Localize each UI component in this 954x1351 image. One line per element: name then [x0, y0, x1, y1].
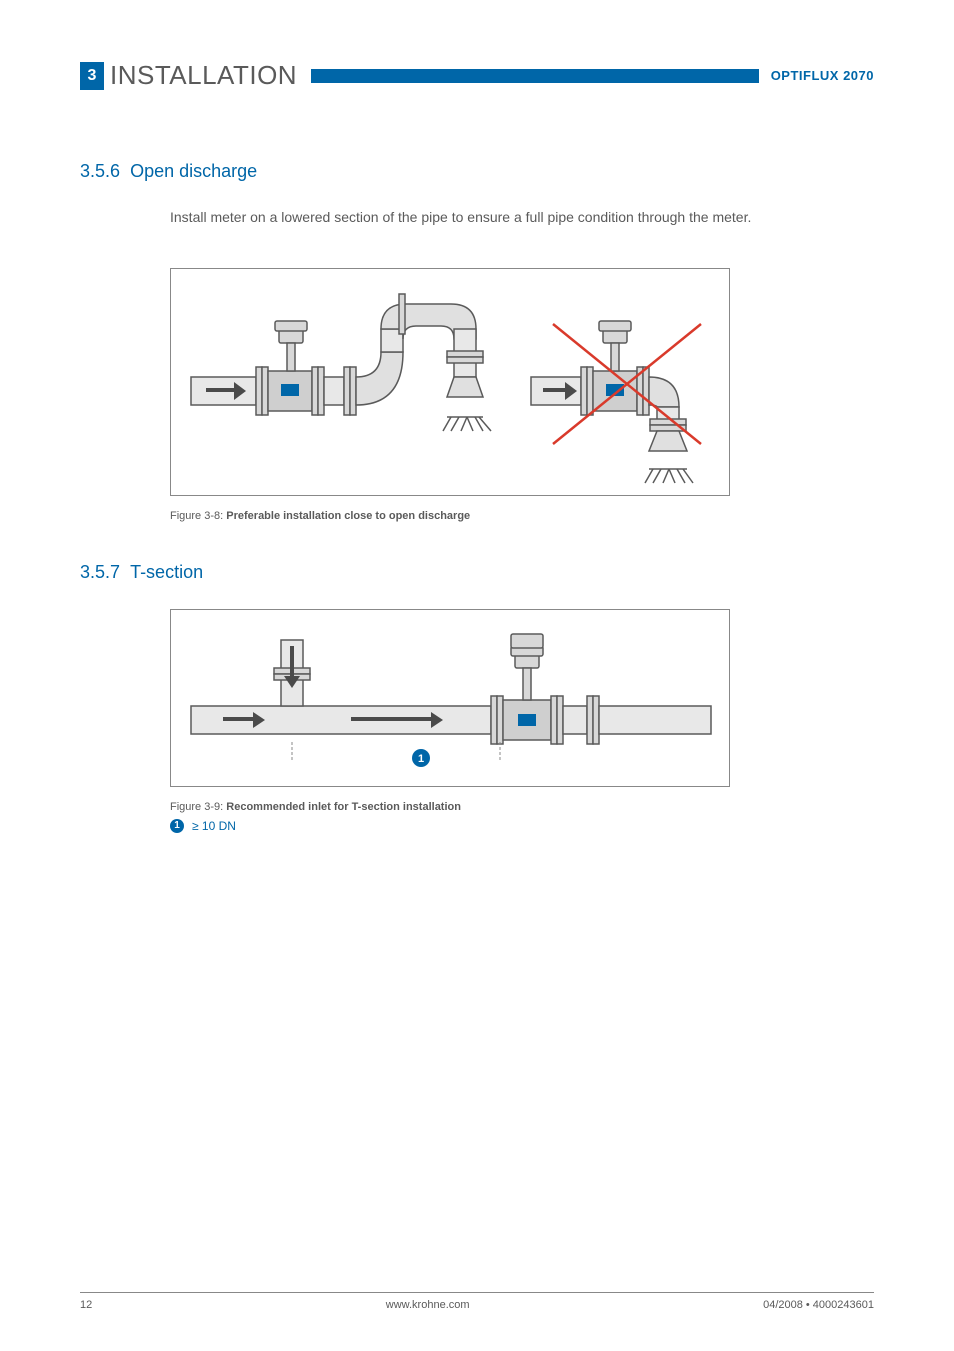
- product-name: OPTIFLUX 2070: [759, 68, 874, 83]
- section-heading: 3.5.7 T-section: [80, 562, 874, 583]
- legend-text: ≥ 10 DN: [192, 819, 236, 833]
- svg-text:1: 1: [418, 753, 424, 765]
- footer-docref: 04/2008 • 4000243601: [763, 1299, 874, 1311]
- chapter-number-box: 3: [80, 62, 104, 90]
- section-title: Open discharge: [130, 161, 257, 181]
- caption-prefix: Figure 3-8:: [170, 510, 223, 522]
- section-body: Install meter on a lowered section of th…: [170, 208, 874, 228]
- figure-caption: Figure 3-9: Recommended inlet for T-sect…: [170, 801, 874, 813]
- t-section-diagram: 1: [171, 610, 731, 788]
- page-footer: 12 www.krohne.com 04/2008 • 4000243601: [80, 1292, 874, 1311]
- section-t-section: 3.5.7 T-section: [80, 562, 874, 833]
- footer-url: www.krohne.com: [386, 1299, 470, 1311]
- section-number: 3.5.7: [80, 562, 120, 582]
- header-rule: [311, 69, 759, 83]
- chapter-title: INSTALLATION: [110, 60, 307, 91]
- open-discharge-diagram: [171, 269, 731, 497]
- figure-3-8: [170, 268, 874, 502]
- caption-text: Preferable installation close to open di…: [226, 510, 470, 522]
- figure-caption: Figure 3-8: Preferable installation clos…: [170, 510, 874, 522]
- section-open-discharge: 3.5.6 Open discharge Install meter on a …: [80, 161, 874, 522]
- figure-legend: 1 ≥ 10 DN: [170, 819, 874, 833]
- caption-prefix: Figure 3-9:: [170, 801, 223, 813]
- figure-3-9: 1: [170, 609, 874, 793]
- page-header: 3 INSTALLATION OPTIFLUX 2070: [80, 60, 874, 91]
- caption-text: Recommended inlet for T-section installa…: [226, 801, 461, 813]
- section-number: 3.5.6: [80, 161, 120, 181]
- page-number: 12: [80, 1299, 92, 1311]
- section-title: T-section: [130, 562, 203, 582]
- legend-marker-icon: 1: [170, 819, 184, 833]
- section-heading: 3.5.6 Open discharge: [80, 161, 874, 182]
